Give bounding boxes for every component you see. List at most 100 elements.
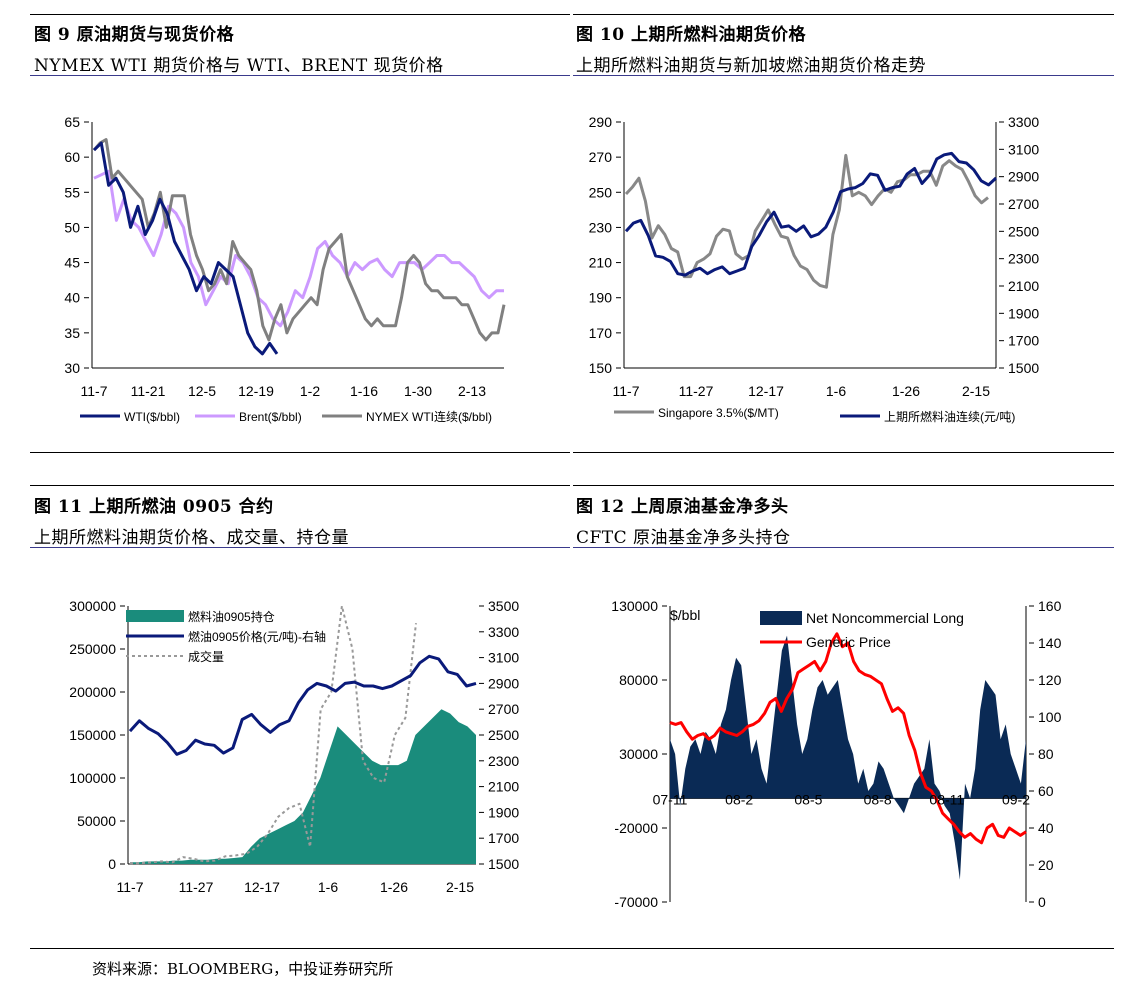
figure-10-title: 图 10 上期所燃料油期货价格 (576, 25, 806, 45)
fig12-yl-tick-label: 30000 (619, 746, 658, 762)
fig10-x-tick-label: 1-6 (826, 383, 846, 399)
fig12-area-net-long (670, 635, 1026, 880)
fig11-yr-tick-label: 3500 (488, 598, 519, 614)
fig10-x-tick-label: 12-17 (748, 383, 784, 399)
fig10-line-singapore (624, 153, 989, 289)
fig12-legend-swatch (760, 611, 802, 625)
fig10-yr-tick-label: 2500 (1008, 223, 1039, 239)
fig10-yr-tick-label: 1500 (1008, 360, 1039, 376)
fig10-legend-label: 上期所燃料油连续(元/吨) (884, 409, 1015, 424)
fig11-yl-tick-label: 200000 (69, 684, 116, 700)
fig10-yr-tick-label: 2700 (1008, 196, 1039, 212)
fig11-x-tick-label: 12-17 (244, 879, 280, 895)
chart-fig10-fuel-oil-futures: 290 270 250 230 210 190 170 150 3300 3100 2900 2700… (589, 114, 1040, 424)
fig9-x-tick-label: 1-30 (404, 383, 432, 399)
figure-9-subtitle: NYMEX WTI 期货价格与 WTI、BRENT 现货价格 (34, 56, 444, 76)
middle-rule-right (573, 452, 1114, 453)
fig10-x-tick-label: 11-7 (613, 383, 640, 399)
fig11-yr-tick-label: 2300 (488, 753, 519, 769)
fig12-x-tick-label: 07-11 (653, 791, 688, 807)
figure-11-title: 图 11 上期所燃油 0905 合约 (34, 497, 274, 517)
fig12-x-tick-label: 08-11 (929, 791, 964, 807)
fig9-legend-label: Brent($/bbl) (239, 410, 302, 424)
fig9-x-tick-label: 2-13 (458, 383, 486, 399)
fig11-x-tick-label: 1-26 (380, 879, 408, 895)
fig9-legend-label: WTI($/bbl) (124, 410, 180, 424)
subtitle-rule-right (573, 75, 1114, 76)
fig9-legend-label: NYMEX WTI连续($/bbl) (366, 409, 492, 424)
fig11-legend-label: 成交量 (188, 649, 224, 664)
figure-11-subtitle: 上期所燃料油期货价格、成交量、持仓量 (34, 528, 349, 548)
fig11-x-tick-label: 2-15 (446, 879, 474, 895)
fig12-legend-label: Net Noncommercial Long (806, 610, 964, 626)
fig12-ylabel: $/bbl (670, 607, 700, 623)
fig12-x-tick-label: 09-2 (1002, 791, 1030, 807)
fig12-yl-tick-label: -20000 (614, 820, 658, 836)
middle-rule-left (30, 452, 570, 453)
fig11-yl-tick-label: 150000 (69, 727, 116, 743)
fig12-yr-tick-label: 140 (1038, 635, 1062, 651)
fig9-x-tick-label: 11-7 (81, 383, 108, 399)
fig10-x-tick-label: 2-15 (962, 383, 990, 399)
fig11-yl-tick-label: 100000 (69, 770, 116, 786)
subtitle-rule2-right (573, 547, 1114, 548)
subtitle-rule2-left (30, 547, 570, 548)
fig12-yr-tick-label: 80 (1038, 746, 1054, 762)
fig10-yr-tick-label: 3100 (1008, 141, 1039, 157)
fig10-yl-tick-label: 170 (589, 325, 613, 341)
fig12-legend-label: Generic Price (806, 634, 891, 650)
fig11-x-tick-label: 11-27 (179, 879, 214, 895)
middle-rule2-right (573, 485, 1114, 486)
fig11-yr-tick-label: 1700 (488, 830, 519, 846)
fig12-yl-tick-label: -70000 (614, 894, 658, 910)
fig11-yr-tick-label: 2900 (488, 675, 519, 691)
subtitle-rule-left (30, 75, 570, 76)
fig9-y-tick-label: 55 (64, 184, 80, 200)
top-rule-left (30, 14, 570, 15)
fig10-yl-tick-label: 270 (589, 149, 613, 165)
fig11-legend-label: 燃料油0905持仓 (188, 609, 275, 624)
middle-rule2-left (30, 485, 570, 486)
fig10-yl-tick-label: 290 (589, 114, 613, 130)
fig9-line-nymex (92, 138, 506, 342)
fig12-x-tick-label: 08-8 (864, 791, 892, 807)
fig11-x-tick-label: 11-7 (117, 879, 144, 895)
fig11-yl-tick-label: 300000 (69, 598, 116, 614)
fig12-yr-tick-label: 0 (1038, 894, 1046, 910)
fig10-yr-tick-label: 2100 (1008, 278, 1039, 294)
fig10-yl-tick-label: 190 (589, 290, 613, 306)
fig9-line-brent (93, 169, 504, 328)
fig10-yl-tick-label: 210 (589, 255, 613, 271)
fig11-line-volume (130, 605, 417, 865)
fig12-yr-tick-label: 20 (1038, 857, 1054, 873)
fig9-y-tick-label: 30 (64, 360, 80, 376)
fig12-line-generic-price (669, 632, 1027, 845)
fig11-yl-tick-label: 50000 (77, 813, 116, 829)
fig11-yr-tick-label: 1500 (488, 856, 519, 872)
figure-9-title: 图 9 原油期货与现货价格 (34, 25, 235, 45)
fig10-yr-tick-label: 2300 (1008, 251, 1039, 267)
fig10-x-tick-label: 1-26 (892, 383, 920, 399)
fig12-x-tick-label: 08-2 (725, 791, 753, 807)
fig9-y-tick-label: 65 (64, 114, 80, 130)
fig12-yr-tick-label: 40 (1038, 820, 1054, 836)
fig12-yr-tick-label: 60 (1038, 783, 1054, 799)
fig11-yr-tick-label: 3100 (488, 650, 519, 666)
top-rule-right (573, 14, 1114, 15)
fig9-x-tick-label: 1-2 (300, 383, 320, 399)
fig12-yr-tick-label: 160 (1038, 598, 1062, 614)
fig9-x-tick-label: 11-21 (131, 383, 166, 399)
fig10-yl-tick-label: 250 (589, 184, 613, 200)
fig10-legend-label: Singapore 3.5%($/MT) (658, 406, 779, 420)
fig12-yl-tick-label: 80000 (619, 672, 658, 688)
fig10-line-shfe (624, 151, 998, 277)
fig11-area-open-interest (130, 709, 476, 864)
fig9-line-wti (92, 141, 279, 356)
fig9-y-tick-label: 60 (64, 149, 80, 165)
fig10-yl-tick-label: 150 (589, 360, 613, 376)
source-note: 资料来源：BLOOMBERG，中投证券研究所 (92, 960, 394, 978)
fig9-x-tick-label: 1-16 (350, 383, 378, 399)
fig10-yr-tick-label: 1700 (1008, 333, 1039, 349)
fig11-yl-tick-label: 250000 (69, 641, 116, 657)
